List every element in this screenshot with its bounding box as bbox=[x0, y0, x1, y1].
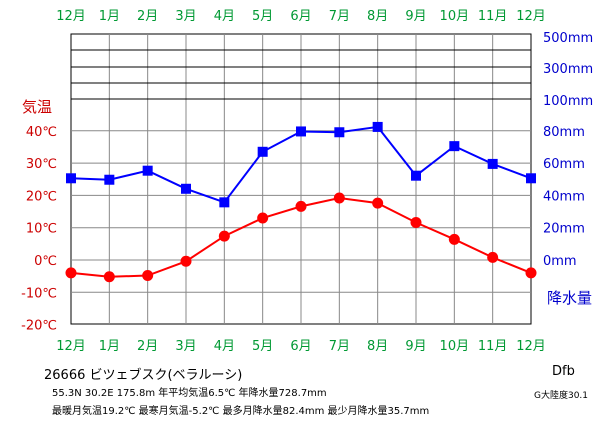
month-label-top: 1月 bbox=[99, 9, 120, 24]
month-label-top: 10月 bbox=[440, 9, 470, 24]
precipitation-point bbox=[66, 173, 76, 184]
month-label-top: 7月 bbox=[329, 9, 350, 24]
continentality-index: G大陸度30.1 bbox=[534, 391, 589, 401]
precipitation-tick-label: 20mm bbox=[543, 222, 585, 237]
temperature-point bbox=[180, 255, 192, 267]
month-label-top: 12月 bbox=[56, 9, 86, 24]
temperature-tick-label: 20℃ bbox=[26, 189, 57, 204]
precipitation-point bbox=[487, 158, 498, 169]
precipitation-tick-label: 60mm bbox=[543, 157, 585, 172]
temperature-point bbox=[142, 270, 154, 282]
month-label-bottom: 11月 bbox=[478, 339, 508, 354]
temperature-point bbox=[487, 251, 499, 263]
temperature-axis-label: 気温 bbox=[22, 98, 52, 116]
temperature-point bbox=[257, 212, 269, 224]
month-label-top: 3月 bbox=[175, 9, 196, 24]
temperature-point bbox=[65, 267, 77, 279]
precipitation-point bbox=[181, 183, 191, 194]
month-label-top: 6月 bbox=[290, 9, 311, 24]
temperature-point bbox=[410, 217, 422, 229]
month-label-top: 11月 bbox=[478, 9, 508, 24]
month-label-bottom: 12月 bbox=[516, 339, 546, 354]
temperature-tick-label: 10℃ bbox=[26, 222, 57, 237]
month-label-bottom: 5月 bbox=[252, 339, 273, 354]
precipitation-tick-label: 300mm bbox=[543, 62, 593, 77]
precipitation-tick-label: 0mm bbox=[543, 254, 577, 269]
station-header: 26666 ビツェブスク(ベラルーシ) bbox=[44, 368, 243, 383]
precipitation-point bbox=[526, 173, 536, 184]
precipitation-tick-label: 100mm bbox=[543, 94, 593, 109]
precipitation-point bbox=[296, 126, 306, 137]
month-label-bottom: 4月 bbox=[214, 339, 235, 354]
temperature-point bbox=[448, 233, 460, 245]
month-label-bottom: 12月 bbox=[56, 339, 86, 354]
precipitation-tick-label: 500mm bbox=[543, 31, 593, 46]
month-label-bottom: 8月 bbox=[367, 339, 388, 354]
month-label-top: 5月 bbox=[252, 9, 273, 24]
precipitation-point bbox=[411, 170, 421, 181]
temperature-tick-label: -20℃ bbox=[21, 319, 57, 334]
temperature-tick-label: 40℃ bbox=[26, 125, 57, 140]
precipitation-point bbox=[142, 165, 153, 176]
month-label-top: 2月 bbox=[137, 9, 158, 24]
temperature-point bbox=[103, 271, 115, 283]
temperature-point bbox=[372, 197, 384, 209]
station-stats-line-1: 55.3N 30.2E 175.8m 年平均気温6.5℃ 年降水量728.7mm bbox=[52, 388, 327, 399]
precipitation-point bbox=[104, 174, 115, 185]
temperature-tick-label: 0℃ bbox=[34, 254, 57, 269]
temperature-tick-label: 30℃ bbox=[26, 157, 57, 172]
precipitation-axis-label: 降水量 bbox=[547, 289, 592, 307]
month-label-top: 9月 bbox=[405, 9, 426, 24]
precipitation-point bbox=[219, 197, 230, 208]
temperature-point bbox=[525, 267, 537, 279]
month-label-bottom: 7月 bbox=[329, 339, 350, 354]
temperature-point bbox=[295, 200, 307, 212]
month-label-top: 4月 bbox=[214, 9, 235, 24]
temperature-point bbox=[218, 230, 230, 242]
month-label-bottom: 1月 bbox=[99, 339, 120, 354]
temperature-tick-label: -10℃ bbox=[21, 286, 57, 301]
month-label-bottom: 10月 bbox=[440, 339, 470, 354]
month-label-bottom: 2月 bbox=[137, 339, 158, 354]
month-label-bottom: 6月 bbox=[290, 339, 311, 354]
month-label-top: 12月 bbox=[516, 9, 546, 24]
precipitation-tick-label: 80mm bbox=[543, 125, 585, 140]
precipitation-point bbox=[257, 146, 268, 157]
precipitation-point bbox=[372, 121, 383, 132]
month-label-bottom: 9月 bbox=[405, 339, 426, 354]
temperature-point bbox=[333, 192, 345, 204]
month-label-bottom: 3月 bbox=[175, 339, 196, 354]
precipitation-point bbox=[334, 127, 345, 138]
precipitation-tick-label: 40mm bbox=[543, 189, 585, 204]
precipitation-point bbox=[449, 141, 460, 152]
month-label-top: 8月 bbox=[367, 9, 388, 24]
station-stats-line-2: 最暖月気温19.2℃ 最寒月気温-5.2℃ 最多月降水量82.4mm 最少月降水… bbox=[52, 406, 430, 417]
koppen-class: Dfb bbox=[552, 364, 575, 379]
